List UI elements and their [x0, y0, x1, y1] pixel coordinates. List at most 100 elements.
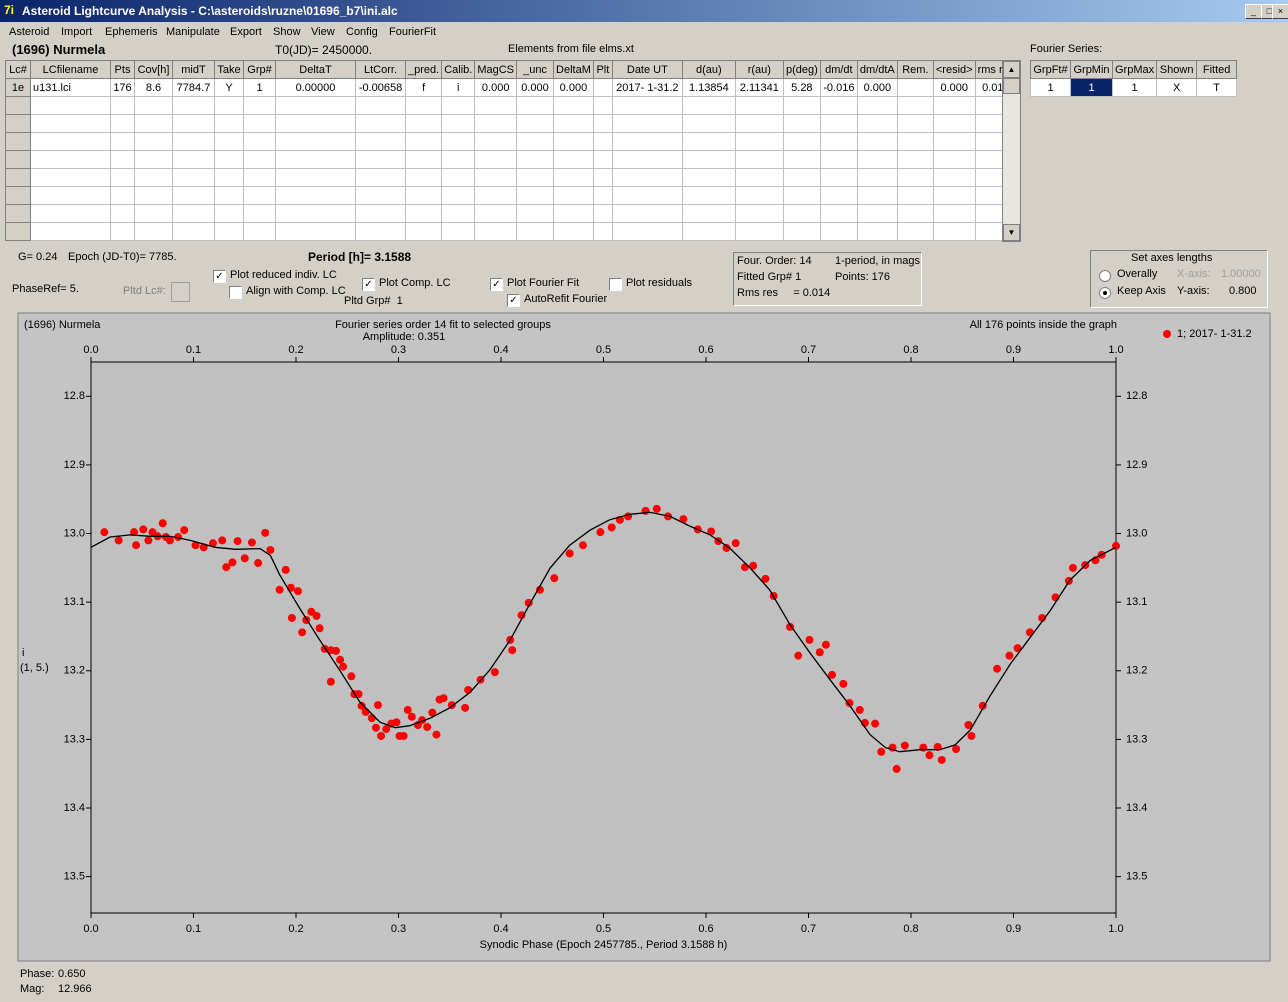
table-cell[interactable] [275, 222, 356, 241]
table-cell[interactable] [30, 96, 111, 115]
table-cell[interactable] [734, 168, 784, 187]
table-cell[interactable] [592, 168, 613, 187]
column-header[interactable]: Take [214, 60, 244, 79]
table-cell[interactable] [516, 96, 555, 115]
table-cell[interactable] [896, 222, 934, 241]
table-cell[interactable] [681, 132, 736, 151]
table-cell[interactable] [856, 186, 898, 205]
column-header[interactable]: Calib. [441, 60, 476, 79]
menu-item[interactable]: View [311, 26, 335, 38]
table-cell[interactable] [5, 114, 31, 133]
table-cell[interactable] [819, 96, 858, 115]
table-cell[interactable] [404, 168, 443, 187]
table-cell[interactable] [932, 132, 976, 151]
table-cell[interactable] [110, 150, 135, 169]
column-header[interactable]: Grp# [243, 60, 276, 79]
radio[interactable] [1099, 270, 1111, 282]
table-cell[interactable] [681, 114, 736, 133]
table-cell[interactable]: 0.000 [932, 78, 976, 97]
table-cell[interactable]: X [1156, 78, 1198, 97]
column-header[interactable]: LCfilename [30, 60, 111, 79]
table-cell[interactable]: f [404, 78, 443, 97]
table-cell[interactable] [172, 114, 215, 133]
table-cell[interactable] [734, 114, 784, 133]
table-cell[interactable] [355, 150, 406, 169]
menu-item[interactable]: Export [230, 26, 262, 38]
table-cell[interactable] [275, 168, 356, 187]
table-cell[interactable] [110, 204, 135, 223]
table-cell[interactable] [782, 222, 821, 241]
table-cell[interactable] [819, 114, 858, 133]
table-cell[interactable]: 0.000 [856, 78, 898, 97]
table-cell[interactable] [681, 186, 736, 205]
table-cell[interactable] [214, 96, 244, 115]
table-cell[interactable] [214, 186, 244, 205]
table-cell[interactable] [932, 150, 976, 169]
table-cell[interactable] [782, 168, 821, 187]
table-cell[interactable] [355, 132, 406, 151]
table-cell[interactable] [611, 114, 683, 133]
table-cell[interactable] [30, 204, 111, 223]
table-cell[interactable] [856, 114, 898, 133]
table-cell[interactable] [355, 114, 406, 133]
table-cell[interactable] [932, 96, 976, 115]
table-cell[interactable] [932, 186, 976, 205]
table-cell[interactable]: u131.lci [30, 78, 111, 97]
table-cell[interactable] [214, 204, 244, 223]
table-cell[interactable] [553, 222, 594, 241]
table-cell[interactable] [474, 186, 518, 205]
table-cell[interactable] [611, 150, 683, 169]
table-cell[interactable] [404, 186, 443, 205]
table-cell[interactable] [30, 186, 111, 205]
table-cell[interactable] [516, 222, 555, 241]
table-cell[interactable]: -0.016 [819, 78, 858, 97]
table-cell[interactable]: 2.11341 [734, 78, 784, 97]
table-cell[interactable] [5, 96, 31, 115]
table-cell[interactable]: i [441, 78, 476, 97]
table-cell[interactable]: Y [214, 78, 244, 97]
table-cell[interactable] [172, 222, 215, 241]
table-cell[interactable] [592, 78, 613, 97]
table-cell[interactable] [134, 204, 173, 223]
table-cell[interactable] [592, 204, 613, 223]
table-cell[interactable] [553, 150, 594, 169]
table-cell[interactable] [134, 114, 173, 133]
column-header[interactable]: dm/dt [819, 60, 858, 79]
table-cell[interactable] [441, 168, 476, 187]
table-cell[interactable] [819, 222, 858, 241]
table-cell[interactable]: 8.6 [134, 78, 173, 97]
column-header[interactable]: dm/dtA [856, 60, 898, 79]
table-cell[interactable]: 0.000 [516, 78, 555, 97]
table-cell[interactable] [819, 168, 858, 187]
table-cell[interactable] [592, 222, 613, 241]
table-cell[interactable] [243, 186, 276, 205]
table-cell[interactable] [172, 132, 215, 151]
table-cell[interactable] [932, 114, 976, 133]
table-cell[interactable] [355, 204, 406, 223]
table-cell[interactable] [782, 132, 821, 151]
table-cell[interactable] [896, 204, 934, 223]
checkbox[interactable]: ✓ [507, 294, 520, 307]
table-cell[interactable] [214, 114, 244, 133]
column-header[interactable]: GrpMax [1111, 60, 1158, 79]
table-cell[interactable] [441, 132, 476, 151]
table-cell[interactable]: 1e [5, 78, 31, 97]
table-cell[interactable] [5, 204, 31, 223]
table-cell[interactable] [611, 96, 683, 115]
table-cell[interactable]: 0.00000 [275, 78, 356, 97]
table-cell[interactable] [592, 186, 613, 205]
table-cell[interactable] [819, 132, 858, 151]
checkbox[interactable]: ✓ [213, 270, 226, 283]
column-header[interactable]: d(au) [681, 60, 736, 79]
menu-item[interactable]: Manipulate [166, 26, 220, 38]
column-header[interactable]: GrpFt# [1030, 60, 1071, 79]
table-cell[interactable] [592, 132, 613, 151]
table-cell[interactable] [355, 168, 406, 187]
table-cell[interactable] [172, 96, 215, 115]
menu-item[interactable]: Config [346, 26, 378, 38]
table-cell[interactable] [214, 168, 244, 187]
table-cell[interactable]: 1 [243, 78, 276, 97]
table-cell[interactable] [5, 222, 31, 241]
table-cell[interactable] [110, 222, 135, 241]
column-header[interactable]: LtCorr. [355, 60, 406, 79]
